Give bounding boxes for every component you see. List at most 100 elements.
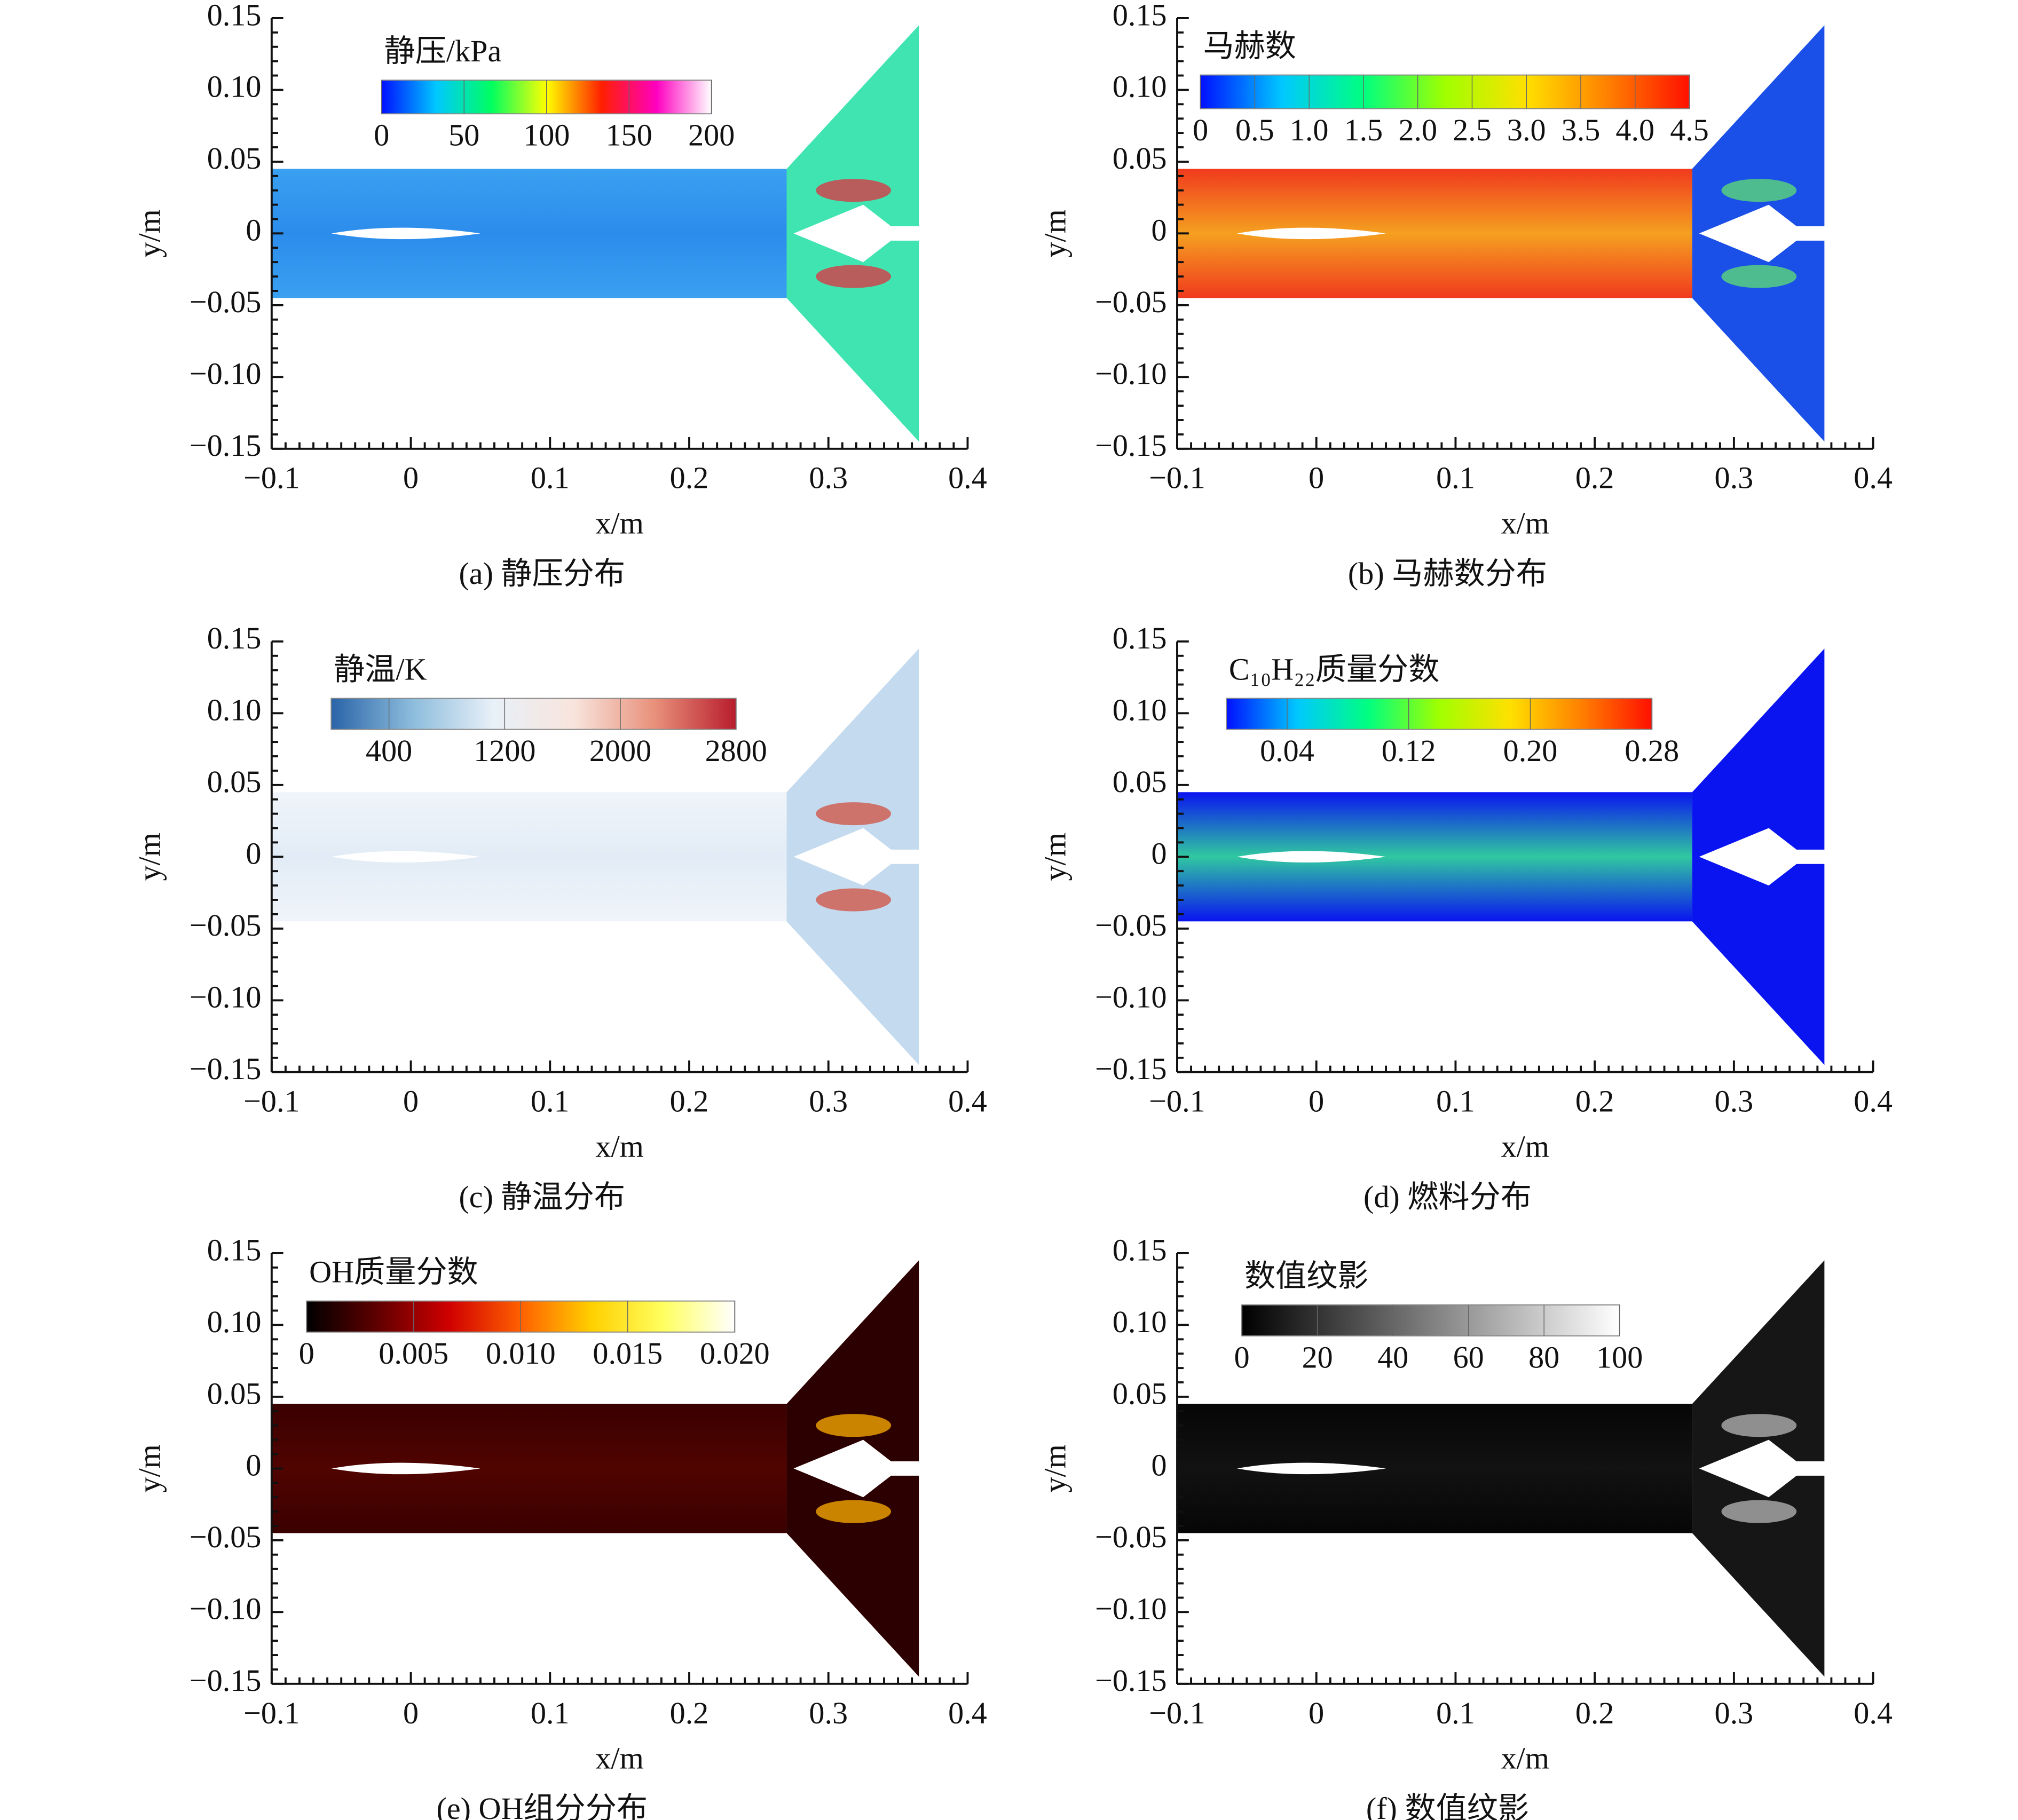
jet [816, 802, 892, 826]
colorbar-tick-label: 2000 [589, 733, 651, 768]
x-tick-label: 0.3 [1715, 1084, 1754, 1119]
x-tick-label: 0.4 [1854, 1696, 1893, 1730]
y-tick-label: −0.15 [190, 1051, 262, 1086]
y-tick-label: 0 [246, 213, 261, 248]
y-tick-label: 0 [246, 836, 261, 871]
y-tick-label: −0.15 [1095, 428, 1167, 463]
x-tick-label: 0.4 [948, 1084, 987, 1119]
colorbar-tick-label: 0.015 [593, 1336, 663, 1371]
x-axis-label: x/m [595, 506, 643, 541]
center-body [793, 1439, 920, 1498]
colorbar-title: C₁₀H₂₂质量分数 [1229, 652, 1439, 686]
y-tick-label: 0.05 [207, 141, 262, 176]
x-axis-label: x/m [1501, 1741, 1549, 1776]
panel: −0.1 0 0.1 0.2 0.3 0.4−0.15−0.10−0.0500.050.1… [132, 621, 987, 1214]
x-tick-label: 0.2 [670, 1084, 709, 1119]
y-axis-label: y/m [132, 1444, 167, 1492]
y-tick-label: 0.15 [1113, 621, 1167, 655]
y-tick-label: 0.10 [1113, 1304, 1167, 1339]
caption: (e) OH组分分布 [436, 1791, 648, 1820]
colorbar-tick-label: 20 [1302, 1340, 1333, 1374]
y-tick-label: 0.15 [207, 621, 262, 655]
jet [816, 888, 892, 912]
x-tick-label: 0.2 [1575, 461, 1614, 495]
x-tick-label: 0.1 [1436, 461, 1475, 495]
colorbar-tick-label: 0.12 [1382, 733, 1436, 768]
colorbar-title: OH质量分数 [309, 1254, 478, 1289]
colorbar-tick-label: 3.0 [1507, 113, 1546, 147]
colorbar-tick-label: 200 [688, 118, 735, 153]
y-tick-label: −0.15 [1095, 1663, 1167, 1698]
x-tick-label: 0.2 [670, 461, 709, 495]
x-axis-label: x/m [1501, 1129, 1549, 1164]
colorbar [1241, 1304, 1620, 1337]
panel: −0.1 0 0.1 0.2 0.3 0.4−0.15−0.10−0.0500.050.1… [1037, 1232, 1893, 1820]
y-tick-label: −0.05 [1095, 284, 1167, 319]
y-tick-label: 0 [1152, 1448, 1167, 1483]
x-tick-label: 0 [403, 1084, 419, 1119]
colorbar-tick-label: 100 [523, 118, 570, 153]
colorbar-tick-label: 2.5 [1453, 113, 1492, 147]
colorbar [1226, 698, 1653, 730]
y-tick-label: −0.15 [1095, 1051, 1167, 1086]
x-tick-label: −0.1 [1149, 461, 1205, 495]
x-tick-label: 0.2 [670, 1696, 709, 1730]
colorbar-tick-label: 0 [374, 118, 389, 153]
y-axis-label: y/m [132, 833, 167, 881]
y-tick-label: 0 [246, 1448, 261, 1483]
y-tick-label: 0.05 [207, 764, 262, 799]
jet [1721, 179, 1797, 202]
x-tick-label: 0.4 [948, 461, 987, 495]
colorbar-tick-label: 0 [1234, 1340, 1250, 1374]
x-tick-label: 0 [1308, 1696, 1324, 1730]
x-tick-label: 0.1 [531, 461, 570, 495]
colorbar-tick-label: 0.005 [379, 1336, 448, 1371]
x-tick-label: 0.2 [1575, 1084, 1614, 1119]
x-tick-label: 0.1 [1436, 1696, 1475, 1730]
panel: −0.1 0 0.1 0.2 0.3 0.4−0.15−0.10−0.0500.050.1… [1037, 0, 1893, 591]
center-body [1699, 828, 1826, 886]
y-axis-label: y/m [132, 209, 167, 257]
colorbar-tick-label: 3.5 [1562, 113, 1601, 147]
colorbar-tick-label: 0.04 [1260, 733, 1314, 768]
x-tick-label: 0.3 [809, 461, 848, 495]
x-tick-label: 0.3 [809, 1084, 848, 1119]
colorbar-tick-label: 4.0 [1615, 113, 1654, 147]
x-tick-label: 0 [1308, 461, 1324, 495]
x-tick-label: 0 [1308, 1084, 1324, 1119]
colorbar-tick-label: 100 [1596, 1340, 1643, 1374]
x-tick-label: 0.1 [531, 1084, 570, 1119]
y-tick-label: −0.05 [1095, 1520, 1167, 1554]
y-axis-label: y/m [1037, 833, 1072, 881]
y-tick-label: 0 [1152, 836, 1167, 871]
y-tick-label: 0.05 [1113, 764, 1167, 799]
y-tick-label: −0.15 [190, 428, 262, 463]
y-tick-label: −0.05 [1095, 908, 1167, 943]
colorbar-tick-label: 0.28 [1625, 733, 1679, 768]
colorbar-tick-label: 2.0 [1398, 113, 1437, 147]
x-tick-label: 0.4 [1854, 461, 1893, 495]
jet [816, 1414, 892, 1437]
colorbar-tick-label: 1.5 [1344, 113, 1383, 147]
colorbar-title: 马赫数 [1203, 28, 1296, 63]
y-tick-label: 0.05 [1113, 141, 1167, 176]
y-tick-label: 0.10 [207, 693, 262, 727]
y-axis-label: y/m [1037, 209, 1072, 257]
jet [816, 179, 892, 202]
x-axis-label: x/m [1501, 506, 1549, 541]
colorbar-title: 静温/K [334, 652, 427, 686]
strut [1237, 851, 1386, 863]
colorbar [330, 698, 737, 730]
x-tick-label: −0.1 [243, 461, 299, 495]
strut [1237, 1462, 1386, 1475]
colorbar-tick-label: 400 [366, 733, 412, 768]
y-tick-label: 0.15 [207, 0, 262, 32]
colorbar-tick-label: 0 [1193, 113, 1208, 147]
y-tick-label: 0.10 [207, 69, 262, 104]
y-tick-label: −0.10 [190, 357, 262, 391]
strut [1237, 227, 1386, 240]
y-tick-label: 0.10 [207, 1304, 262, 1339]
x-tick-label: 0 [403, 461, 419, 495]
colorbar-tick-label: 80 [1528, 1340, 1559, 1374]
